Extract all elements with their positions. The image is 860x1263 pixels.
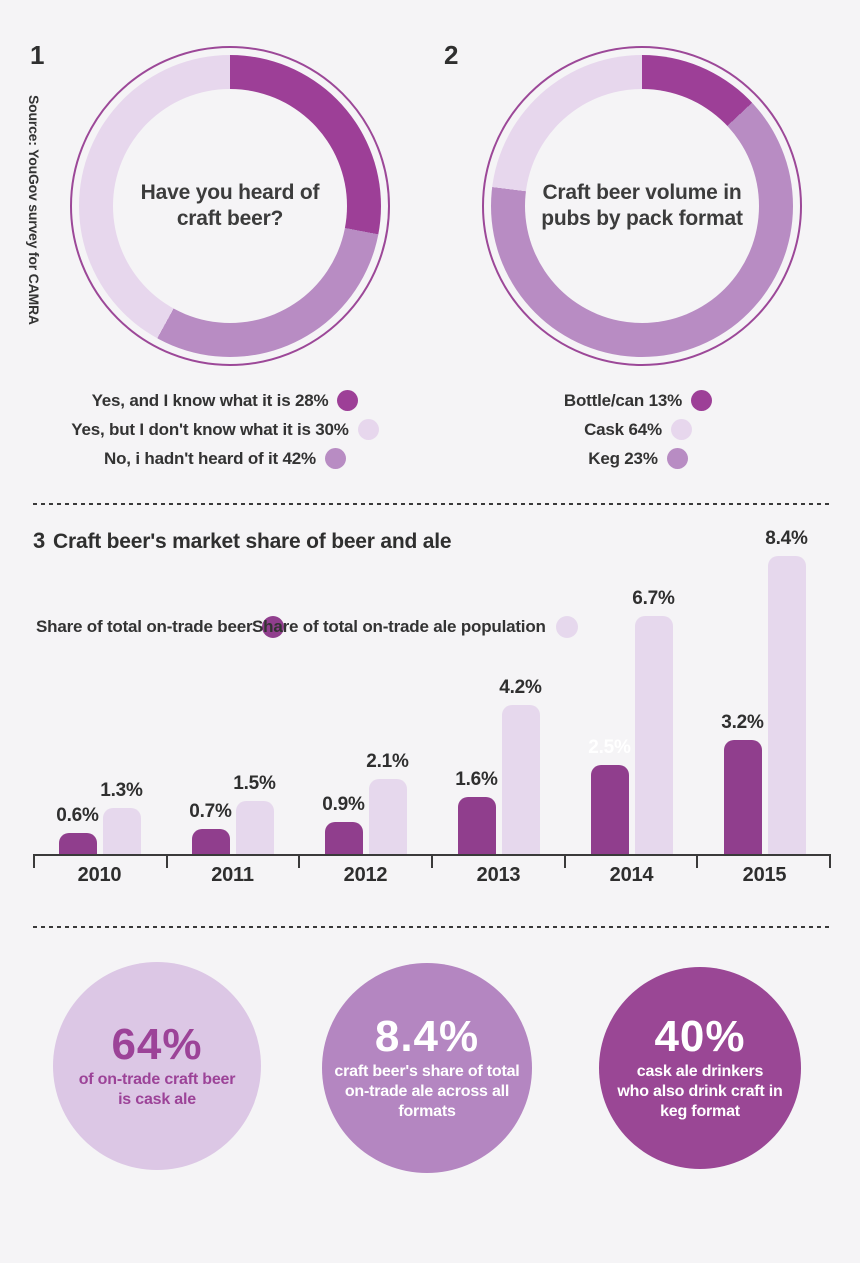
stat-value: 8.4% xyxy=(374,1011,480,1061)
bar-value-label: 2.1% xyxy=(366,751,409,772)
divider-bottom xyxy=(33,926,831,928)
bar-chart-title: 3 Craft beer's market share of beer and a… xyxy=(33,528,452,554)
x-axis-category-label: 2011 xyxy=(211,864,254,886)
x-axis-category-label: 2012 xyxy=(343,864,388,886)
bar-value-label: 8.4% xyxy=(765,528,808,549)
x-axis-category-label: 2013 xyxy=(476,864,521,886)
stat-value: 64% xyxy=(111,1019,203,1069)
bar-value-label: 0.9% xyxy=(322,794,365,815)
stat-description: cask ale drinkers who also drink craft i… xyxy=(617,1063,783,1121)
donut2-outer-ring xyxy=(482,46,802,366)
bar-value-label: 6.7% xyxy=(632,588,675,609)
legend-label: Yes, and I know what it is 28% xyxy=(91,390,329,410)
donut1-hole: Have you heard of craft beer? xyxy=(113,89,347,323)
donut-chart-volume-by-pack-format: Craft beer volume in pubs by pack format xyxy=(482,46,802,366)
legend-row: No, i hadn't heard of it 42% xyxy=(25,444,425,473)
bar-on-trade-beer xyxy=(723,740,762,854)
legend-label: No, i hadn't heard of it 42% xyxy=(104,448,316,468)
legend-swatch xyxy=(666,448,688,469)
donut2-hole: Craft beer volume in pubs by pack format xyxy=(525,89,759,323)
source-note: Source: YouGov survey for CAMRA xyxy=(26,95,42,325)
chart3-title-text: Craft beer's market share of beer and al… xyxy=(53,530,452,553)
stat-circle-cask-ale-share: 64% of on-trade craft beer is cask ale xyxy=(53,962,261,1170)
chart3-number: 3 xyxy=(33,528,46,553)
legend-label: Yes, but I don't know what it is 30% xyxy=(71,419,349,439)
bar-on-trade-ale xyxy=(767,556,806,854)
axis-tick xyxy=(166,854,168,868)
legend-label: Bottle/can 13% xyxy=(563,390,683,410)
bar-on-trade-beer xyxy=(324,822,363,854)
donut1-center-label: Have you heard of craft beer? xyxy=(140,180,320,230)
bar-legend-label-beer: Share of total on-trade beer xyxy=(36,617,253,636)
bar-legend-item-beer: Share of total on-trade beer xyxy=(36,616,285,638)
bar-value-label: 1.3% xyxy=(100,780,143,801)
bar-on-trade-ale xyxy=(235,801,274,854)
legend-label: Keg 23% xyxy=(588,448,658,468)
stat-description: craft beer's share of total on-trade ale… xyxy=(334,1063,520,1121)
legend-row: Keg 23% xyxy=(438,444,838,473)
bar-value-label: 4.2% xyxy=(499,677,542,698)
chart2-number: 2 xyxy=(444,40,459,70)
x-axis-category-label: 2014 xyxy=(609,864,654,886)
x-axis-category-label: 2015 xyxy=(742,864,787,886)
bar-legend-swatch-ale xyxy=(555,616,578,638)
legend-row: Bottle/can 13% xyxy=(438,386,838,415)
legend-swatch xyxy=(337,390,359,411)
bar-legend-label-ale: Share of total on-trade ale population xyxy=(252,617,546,636)
chart1-number: 1 xyxy=(30,40,45,70)
axis-tick xyxy=(298,854,300,868)
donut2-legend: Bottle/can 13% Cask 64% Keg 23% xyxy=(438,386,838,473)
divider-top xyxy=(33,503,831,505)
bar-value-label: 1.6% xyxy=(455,769,498,790)
bar-on-trade-ale xyxy=(501,705,540,854)
legend-swatch xyxy=(670,419,692,440)
bar-value-label: 0.6% xyxy=(56,805,99,826)
legend-swatch xyxy=(691,390,713,411)
bar-on-trade-beer xyxy=(590,765,629,854)
legend-swatch xyxy=(324,448,346,469)
bar-on-trade-beer xyxy=(457,797,496,854)
bar-value-label: 0.7% xyxy=(189,801,232,822)
bar-on-trade-ale xyxy=(102,808,141,854)
stat-description: of on-trade craft beer is cask ale xyxy=(78,1071,236,1109)
legend-label: Cask 64% xyxy=(584,419,662,439)
bar-on-trade-ale xyxy=(634,616,673,854)
stat-value: 40% xyxy=(654,1011,746,1061)
axis-tick xyxy=(829,854,831,868)
axis-tick xyxy=(564,854,566,868)
bar-on-trade-beer xyxy=(191,829,230,854)
stat-circle-ale-share-all-formats: 8.4% craft beer's share of total on-trad… xyxy=(322,963,532,1173)
legend-row: Yes, but I don't know what it is 30% xyxy=(25,415,425,444)
bar-value-label: 2.5% xyxy=(588,737,631,758)
legend-swatch xyxy=(357,419,379,440)
legend-row: Cask 64% xyxy=(438,415,838,444)
donut2-center-label: Craft beer volume in pubs by pack format xyxy=(541,180,743,230)
donut1-outer-ring xyxy=(70,46,390,366)
bar-legend-swatch-beer xyxy=(262,616,285,638)
bar-legend-item-ale: Share of total on-trade ale population xyxy=(252,616,578,638)
legend-row: Yes, and I know what it is 28% xyxy=(25,386,425,415)
stat-circle-keg-format-drinkers: 40% cask ale drinkers who also drink cra… xyxy=(599,967,801,1169)
x-axis-category-label: 2010 xyxy=(77,864,122,886)
donut-chart-heard-of-craft-beer: Have you heard of craft beer? xyxy=(70,46,390,366)
axis-tick xyxy=(431,854,433,868)
axis-tick xyxy=(696,854,698,868)
bar-on-trade-ale xyxy=(368,779,407,854)
bar-value-label: 1.5% xyxy=(233,773,276,794)
donut1-legend: Yes, and I know what it is 28% Yes, but I… xyxy=(25,386,425,473)
bar-value-label: 3.2% xyxy=(721,712,764,733)
bar-on-trade-beer xyxy=(58,833,97,854)
axis-tick xyxy=(33,854,35,868)
